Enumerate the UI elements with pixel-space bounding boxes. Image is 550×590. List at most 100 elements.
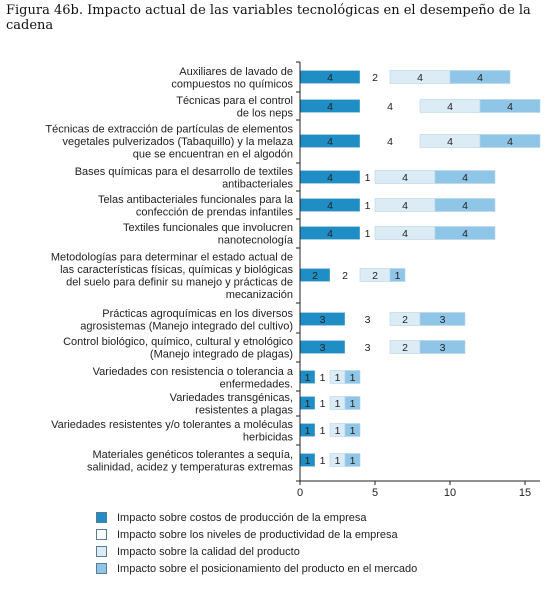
category-label: Variedades resistentes y/o tolerantes a … <box>51 419 293 444</box>
bar-segment-s4 <box>344 396 361 410</box>
bar-segment-s2 <box>360 170 375 184</box>
bar-segment-s2 <box>330 268 360 282</box>
legend-item: Impacto sobre la calidad del producto <box>96 543 417 560</box>
bar-value-label: 3 <box>440 342 446 354</box>
bar-value-label: 4 <box>462 200 468 212</box>
bar-segment-s2 <box>345 340 390 354</box>
bar-value-label: 2 <box>312 270 318 282</box>
bar-segment-s2 <box>360 99 420 113</box>
bar-value-label: 3 <box>320 314 326 326</box>
bar-value-label: 3 <box>320 342 326 354</box>
bar-value-label: 4 <box>507 136 513 148</box>
x-tick-label: 10 <box>444 487 456 499</box>
bar-value-label: 4 <box>462 172 468 184</box>
category-label: Metodologías para determinar el estado a… <box>51 251 294 301</box>
bar-segment-s4 <box>449 70 511 84</box>
category-label: Variedades transgénicas, resistentes a pl… <box>170 392 294 417</box>
bar-segment-s4 <box>434 198 496 212</box>
bar-value-label: 1 <box>350 398 356 410</box>
bar-value-label: 1 <box>305 425 311 437</box>
bar-segment-s2 <box>360 198 375 212</box>
bar-value-label: 4 <box>327 172 333 184</box>
bar-value-label: 1 <box>335 425 341 437</box>
bar-value-label: 1 <box>395 270 401 282</box>
bar-segment-s4 <box>344 370 361 384</box>
bar-value-label: 1 <box>320 398 326 410</box>
bar-value-label: 1 <box>335 455 341 467</box>
legend-label: Impacto sobre los niveles de productivid… <box>117 528 398 541</box>
bar-value-label: 4 <box>327 200 333 212</box>
bar-segment-s4 <box>419 312 466 326</box>
bar-value-label: 1 <box>320 372 326 384</box>
bar-value-label: 1 <box>365 172 371 184</box>
legend-label: Impacto sobre la calidad del producto <box>117 545 300 558</box>
bar-value-label: 3 <box>365 342 371 354</box>
bar-value-label: 1 <box>320 425 326 437</box>
bar-value-label: 4 <box>477 72 483 84</box>
bar-segment-s2 <box>360 226 375 240</box>
bar-value-label: 4 <box>402 200 408 212</box>
category-label: Control biológico, químico, cultural y e… <box>63 336 293 361</box>
category-label: Bases químicas para el desarrollo de tex… <box>75 166 294 191</box>
bar-segment-s4 <box>344 453 361 467</box>
bar-value-label: 4 <box>402 228 408 240</box>
category-label: Prácticas agroquímicas en los diversos ag… <box>80 308 293 333</box>
bar-value-label: 4 <box>327 228 333 240</box>
bar-segment-s2 <box>315 423 330 437</box>
bar-value-label: 4 <box>417 72 423 84</box>
x-tick-label: 0 <box>297 487 303 499</box>
bar-segment-s4 <box>419 340 466 354</box>
category-label: Materiales genéticos tolerantes a sequía… <box>87 449 294 474</box>
bar-segment-s4 <box>479 99 541 113</box>
bar-value-label: 1 <box>365 228 371 240</box>
x-tick-label: 15 <box>519 487 531 499</box>
category-label: Variedades con resistencia o tolerancia … <box>93 366 294 391</box>
bar-segment-s2 <box>360 70 390 84</box>
chart-legend: Impacto sobre costos de producción de la… <box>96 509 417 577</box>
bar-value-label: 2 <box>402 342 408 354</box>
bar-value-label: 4 <box>447 101 453 113</box>
legend-swatch <box>96 512 107 523</box>
legend-item: Impacto sobre los niveles de productivid… <box>96 526 417 543</box>
stacked-bar-chart: Auxiliares de lavado de compuestos no quí… <box>45 61 541 499</box>
bar-value-label: 1 <box>335 372 341 384</box>
bar-value-label: 4 <box>387 136 393 148</box>
bar-segment-s4 <box>434 170 496 184</box>
bar-value-label: 1 <box>350 455 356 467</box>
category-label: Textiles funcionales que involucren nanot… <box>123 222 294 247</box>
bar-value-label: 4 <box>402 172 408 184</box>
bar-value-label: 4 <box>507 101 513 113</box>
bar-value-label: 1 <box>305 398 311 410</box>
bar-value-label: 2 <box>372 270 378 282</box>
bar-value-label: 1 <box>305 372 311 384</box>
bar-segment-s2 <box>315 453 330 467</box>
bar-value-label: 1 <box>350 425 356 437</box>
bar-value-label: 1 <box>320 455 326 467</box>
bar-value-label: 4 <box>327 72 333 84</box>
bar-segment-s2 <box>315 396 330 410</box>
category-label: Telas antibacteriales funcionales para l… <box>98 194 294 219</box>
bar-segment-s4 <box>389 268 406 282</box>
bar-value-label: 1 <box>305 455 311 467</box>
bar-value-label: 2 <box>342 270 348 282</box>
legend-swatch <box>96 546 107 557</box>
bar-segment-s2 <box>360 134 420 148</box>
bar-segment-s2 <box>345 312 390 326</box>
category-label: Técnicas de extracción de partículas de … <box>45 124 294 161</box>
legend-swatch <box>96 563 107 574</box>
bar-value-label: 2 <box>402 314 408 326</box>
legend-item: Impacto sobre costos de producción de la… <box>96 509 417 526</box>
bar-value-label: 4 <box>327 136 333 148</box>
x-tick-label: 5 <box>372 487 378 499</box>
bar-value-label: 3 <box>365 314 371 326</box>
legend-label: Impacto sobre el posicionamiento del pro… <box>117 562 418 575</box>
legend-swatch <box>96 529 107 540</box>
bar-segment-s4 <box>344 423 361 437</box>
bar-segment-s4 <box>479 134 541 148</box>
bar-value-label: 4 <box>387 101 393 113</box>
bar-value-label: 1 <box>335 398 341 410</box>
figure-title: Figura 46b. Impacto actual de las variab… <box>6 3 531 33</box>
category-label: Técnicas para el control de los neps <box>176 95 293 120</box>
legend-item: Impacto sobre el posicionamiento del pro… <box>96 560 417 577</box>
bar-value-label: 4 <box>462 228 468 240</box>
